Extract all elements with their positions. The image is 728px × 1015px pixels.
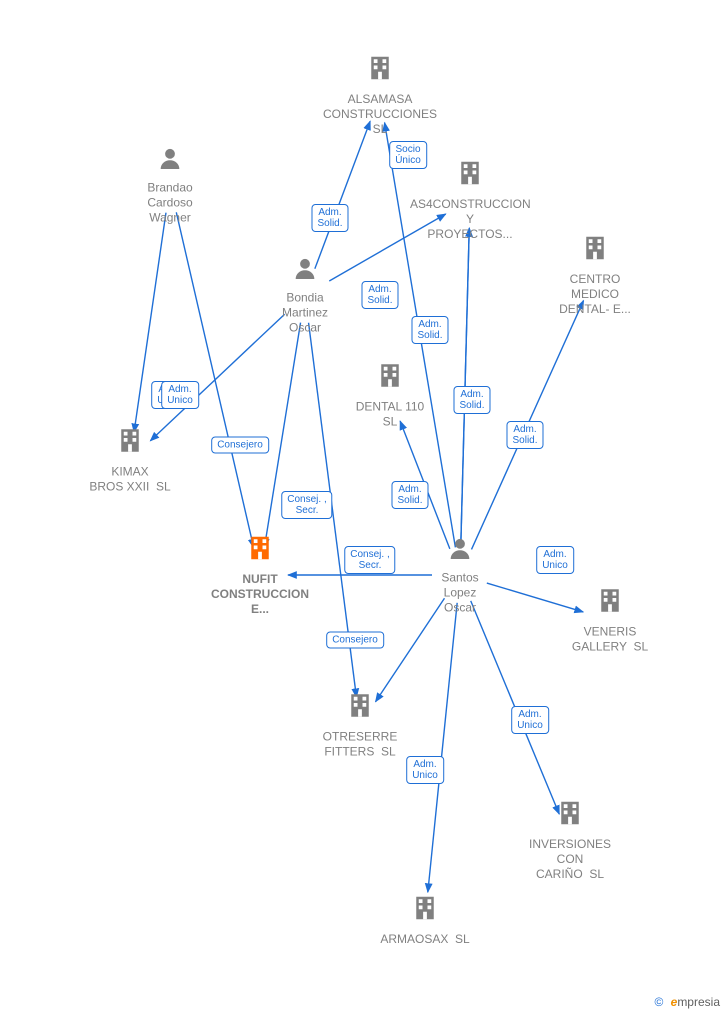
footer-credit: © empresia: [654, 995, 720, 1009]
edge-santos-armaosax: [428, 603, 457, 892]
edge-santos-centro: [471, 301, 583, 550]
brand-rest: mpresia: [677, 995, 720, 1009]
edge-brandao-kimax: [134, 213, 166, 433]
edge-santos-as4: [461, 228, 470, 547]
edge-santos-veneris: [487, 583, 583, 612]
edge-bondia-kimax: [150, 314, 284, 441]
edge-santos-alsamasa: [385, 123, 456, 548]
edge-santos-dental110: [400, 421, 450, 549]
edge-bondia-otreserre: [309, 323, 357, 697]
edges-layer: [0, 0, 728, 1015]
copyright-symbol: ©: [654, 995, 663, 1009]
edge-bondia-nufit: [264, 323, 300, 548]
edge-santos-otreserre: [376, 598, 445, 701]
diagram-stage: ALSAMASA CONSTRUCCIONES SLBrandao Cardos…: [0, 0, 728, 1015]
edge-bondia-as4: [329, 214, 445, 281]
edge-santos-inversiones: [471, 601, 560, 814]
edge-bondia-alsamasa: [315, 121, 370, 269]
